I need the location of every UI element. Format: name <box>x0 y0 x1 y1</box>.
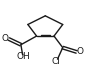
Text: O: O <box>2 34 9 43</box>
Text: O: O <box>77 47 84 56</box>
Text: OH: OH <box>17 52 30 61</box>
Text: Cl: Cl <box>51 57 60 66</box>
